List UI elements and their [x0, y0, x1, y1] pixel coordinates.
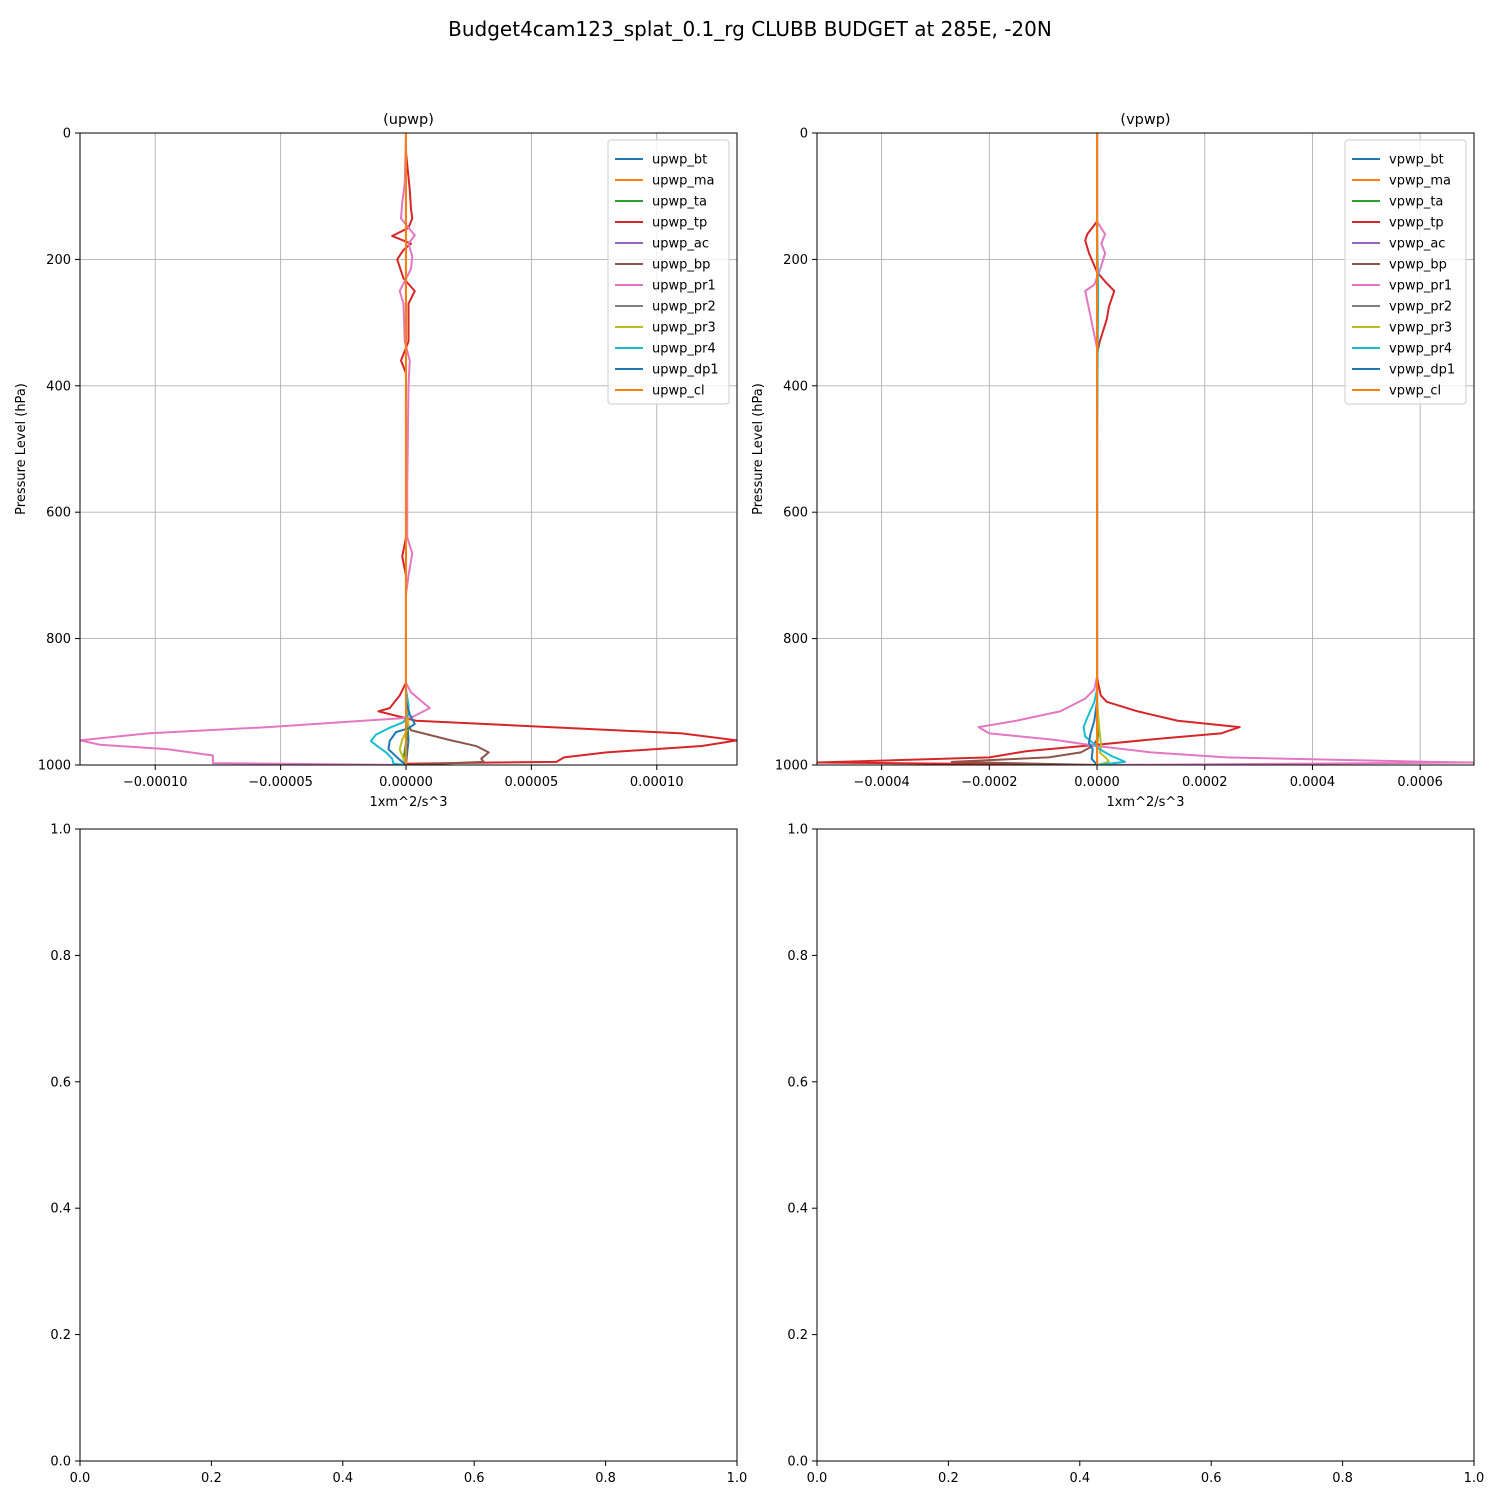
legend-label-vpwp_tp: vpwp_tp	[1389, 216, 1444, 231]
legend-label-vpwp_bp: vpwp_bp	[1389, 258, 1447, 273]
series-line-vpwp_pr1	[977, 133, 1474, 765]
legend-label-vpwp_ma: vpwp_ma	[1389, 174, 1451, 189]
legend-label-vpwp_ac: vpwp_ac	[1389, 237, 1445, 252]
legend-label-vpwp_pr4: vpwp_pr4	[1389, 342, 1452, 357]
y-tick-label: 800	[783, 632, 808, 647]
y-tick-label: 1000	[775, 759, 808, 774]
y-tick-label: 0.2	[50, 1328, 71, 1343]
y-tick-label: 0	[800, 127, 808, 142]
y-tick-label: 0.6	[787, 1075, 808, 1090]
axes-frame	[816, 828, 1475, 1462]
legend-label-upwp_ta: upwp_ta	[652, 195, 707, 210]
x-tick-label: 0.6	[464, 1471, 485, 1486]
y-tick-label: 0.0	[50, 1455, 71, 1470]
subplot-vpwp: −0.0004 −0.0002 0.0000 0.0002 0.0004 0.0006 0 2…	[751, 112, 1475, 810]
x-tick-label: 0.2	[938, 1471, 959, 1486]
subplot-empty-bottom-right: 0.0 0.2 0.4 0.6 0.8 1.0 0.0 0.2 0.4 0.6 0.8 1.0	[787, 823, 1484, 1487]
x-tick-label: −0.0004	[853, 775, 909, 790]
legend-box	[1344, 139, 1467, 405]
legend: vpwp_bt vpwp_ma vpwp_ta vpwp_tp vpwp_ac vpwp_…	[1344, 139, 1467, 405]
legend-label-upwp_pr4: upwp_pr4	[652, 342, 716, 357]
legend: upwp_bt upwp_ma upwp_ta upwp_tp upwp_ac upwp_…	[607, 139, 730, 405]
y-axis-label: Pressure Level (hPa)	[14, 383, 29, 515]
legend-label-upwp_cl: upwp_cl	[652, 384, 705, 399]
subplot-empty-bottom-left: 0.0 0.2 0.4 0.6 0.8 1.0 0.0 0.2 0.4 0.6 0.8 1.0	[50, 823, 747, 1487]
y-tick-label: 0.4	[787, 1202, 808, 1217]
x-tick-label: 0.00010	[630, 775, 684, 790]
legend-label-upwp_pr3: upwp_pr3	[652, 321, 716, 336]
y-tick-label: 200	[46, 253, 71, 268]
x-tick-label: 0.00005	[504, 775, 558, 790]
subplot-upwp: −0.00010 −0.00005 0.00000 0.00005 0.00010 0 20…	[14, 112, 738, 810]
legend-label-vpwp_cl: vpwp_cl	[1389, 384, 1441, 399]
legend-label-upwp_dp1: upwp_dp1	[652, 363, 719, 378]
x-tick-label: −0.00005	[248, 775, 313, 790]
x-tick-label: −0.0002	[961, 775, 1017, 790]
y-tick-label: 0.6	[50, 1075, 71, 1090]
x-tick-label: 0.0	[70, 1471, 91, 1486]
series-line-upwp_pr1	[80, 133, 431, 765]
y-tick-label: 600	[783, 506, 808, 521]
axes-frame	[79, 132, 738, 766]
x-tick-label: 0.0	[807, 1471, 828, 1486]
x-tick-label: 0.4	[332, 1471, 353, 1486]
series-group	[80, 133, 737, 765]
x-tick-label: 1.0	[1464, 1471, 1485, 1486]
legend-label-upwp_tp: upwp_tp	[652, 216, 707, 231]
legend-label-upwp_bt: upwp_bt	[652, 153, 707, 168]
legend-label-upwp_pr2: upwp_pr2	[652, 300, 716, 315]
y-tick-label: 400	[46, 379, 71, 394]
legend-label-upwp_ac: upwp_ac	[652, 237, 709, 252]
subplot-title: (vpwp)	[1120, 112, 1170, 128]
y-tick-label: 0.8	[787, 949, 808, 964]
axes-frame	[816, 132, 1475, 766]
legend-label-vpwp_ta: vpwp_ta	[1389, 195, 1443, 210]
x-tick-label: 0.4	[1069, 1471, 1090, 1486]
x-tick-label: 0.00000	[379, 775, 433, 790]
x-tick-label: −0.00010	[123, 775, 188, 790]
y-tick-label: 1.0	[787, 823, 808, 838]
legend-box	[607, 139, 730, 405]
x-tick-label: 0.0000	[1074, 775, 1120, 790]
legend-label-upwp_pr1: upwp_pr1	[652, 279, 716, 294]
legend-label-vpwp_pr2: vpwp_pr2	[1389, 300, 1452, 315]
x-tick-label: 1.0	[727, 1471, 748, 1486]
figure-title: Budget4cam123_splat_0.1_rg CLUBB BUDGET …	[448, 17, 1052, 41]
legend-label-upwp_ma: upwp_ma	[652, 174, 715, 189]
y-tick-label: 1000	[38, 759, 71, 774]
legend-label-vpwp_pr3: vpwp_pr3	[1389, 321, 1452, 336]
x-tick-label: 0.2	[201, 1471, 222, 1486]
legend-label-upwp_bp: upwp_bp	[652, 258, 710, 273]
y-tick-label: 1.0	[50, 823, 71, 838]
y-tick-label: 0.8	[50, 949, 71, 964]
y-tick-label: 200	[783, 253, 808, 268]
y-tick-label: 0.2	[787, 1328, 808, 1343]
legend-label-vpwp_bt: vpwp_bt	[1389, 153, 1444, 168]
subplot-title: (upwp)	[383, 112, 434, 128]
x-tick-label: 0.6	[1201, 1471, 1222, 1486]
series-group	[817, 133, 1474, 765]
y-tick-label: 600	[46, 506, 71, 521]
x-tick-label: 0.0002	[1182, 775, 1228, 790]
y-tick-label: 400	[783, 379, 808, 394]
y-tick-label: 0.0	[787, 1455, 808, 1470]
y-tick-label: 0	[63, 127, 71, 142]
x-tick-label: 0.8	[1332, 1471, 1353, 1486]
x-tick-label: 0.0006	[1397, 775, 1443, 790]
x-tick-label: 0.0004	[1290, 775, 1336, 790]
x-axis-label: 1xm^2/s^3	[1106, 795, 1184, 810]
y-tick-label: 800	[46, 632, 71, 647]
legend-label-vpwp_pr1: vpwp_pr1	[1389, 279, 1452, 294]
x-axis-label: 1xm^2/s^3	[369, 795, 447, 810]
y-axis-label: Pressure Level (hPa)	[751, 383, 766, 515]
y-tick-label: 0.4	[50, 1202, 71, 1217]
x-tick-label: 0.8	[595, 1471, 616, 1486]
legend-label-vpwp_dp1: vpwp_dp1	[1389, 363, 1455, 378]
axes-frame	[79, 828, 738, 1462]
